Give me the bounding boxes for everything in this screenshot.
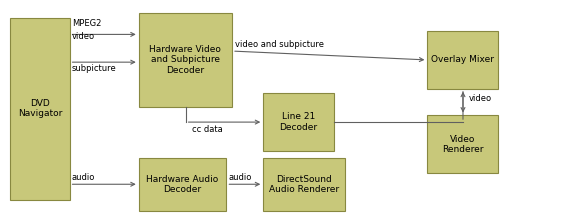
- Text: subpicture: subpicture: [72, 64, 117, 73]
- FancyBboxPatch shape: [139, 158, 226, 211]
- Text: MPEG2: MPEG2: [72, 19, 101, 28]
- FancyBboxPatch shape: [427, 115, 498, 173]
- FancyBboxPatch shape: [427, 31, 498, 89]
- Text: audio: audio: [72, 172, 95, 182]
- Text: DVD
Navigator: DVD Navigator: [18, 99, 62, 119]
- Text: Video
Renderer: Video Renderer: [442, 135, 483, 154]
- FancyBboxPatch shape: [263, 93, 334, 151]
- Text: video and subpicture: video and subpicture: [235, 40, 324, 49]
- FancyBboxPatch shape: [263, 158, 345, 211]
- FancyBboxPatch shape: [10, 18, 70, 200]
- Text: Hardware Audio
Decoder: Hardware Audio Decoder: [147, 174, 218, 194]
- FancyBboxPatch shape: [139, 13, 232, 107]
- Text: DirectSound
Audio Renderer: DirectSound Audio Renderer: [269, 174, 339, 194]
- Text: cc data: cc data: [192, 125, 223, 135]
- Text: video: video: [72, 32, 95, 41]
- Text: Line 21
Decoder: Line 21 Decoder: [280, 112, 318, 132]
- Text: Hardware Video
and Subpicture
Decoder: Hardware Video and Subpicture Decoder: [149, 45, 221, 75]
- Text: video: video: [469, 94, 492, 103]
- Text: Overlay Mixer: Overlay Mixer: [431, 56, 494, 64]
- Text: audio: audio: [228, 172, 251, 182]
